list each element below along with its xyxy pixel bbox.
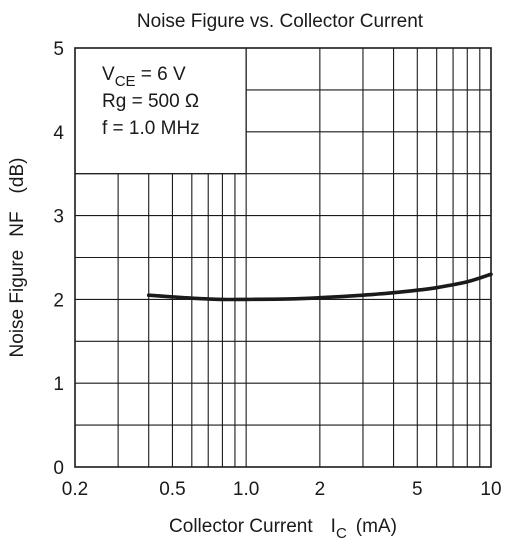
- y-tick-label: 3: [53, 207, 64, 228]
- x-tick-label: 10: [480, 479, 501, 500]
- y-axis-label: Noise FigureNF(dB): [7, 158, 28, 358]
- condition-label: f = 1.0 MHz: [102, 118, 200, 139]
- noise-figure-curve: [146, 272, 493, 302]
- x-tick-label: 0.2: [62, 479, 88, 500]
- x-tick-label: 2: [315, 479, 326, 500]
- series-layer: [146, 272, 493, 302]
- x-tick-label: 0.5: [159, 479, 185, 500]
- y-tick-label: 4: [53, 123, 64, 144]
- y-tick-label: 0: [53, 458, 64, 479]
- y-tick-label: 2: [53, 290, 64, 311]
- condition-label: VCE = 6 V: [102, 64, 186, 90]
- x-axis-label: Collector Current IC (mA): [169, 516, 397, 542]
- plot-frame: [74, 47, 492, 468]
- legend-box: VCE = 6 VRg = 500 Ω f = 1.0 MHz: [75, 48, 247, 175]
- condition-label: Rg = 500 Ω: [102, 91, 199, 112]
- y-tick-label: 1: [53, 374, 64, 395]
- x-tick-label: 5: [412, 479, 423, 500]
- y-tick-label: 5: [53, 39, 64, 60]
- chart-title: Noise Figure vs. Collector Current: [137, 11, 424, 32]
- grid: [75, 48, 491, 467]
- tick-labels: 0.2 0.5 1.0 2 5 10 0 1 2 3 4 5: [53, 39, 501, 500]
- legend-background: [76, 49, 246, 173]
- x-tick-label: 1.0: [233, 479, 259, 500]
- y-axis-title: Noise FigureNF(dB): [7, 158, 28, 358]
- x-axis-title: Collector Current IC (mA): [169, 516, 397, 542]
